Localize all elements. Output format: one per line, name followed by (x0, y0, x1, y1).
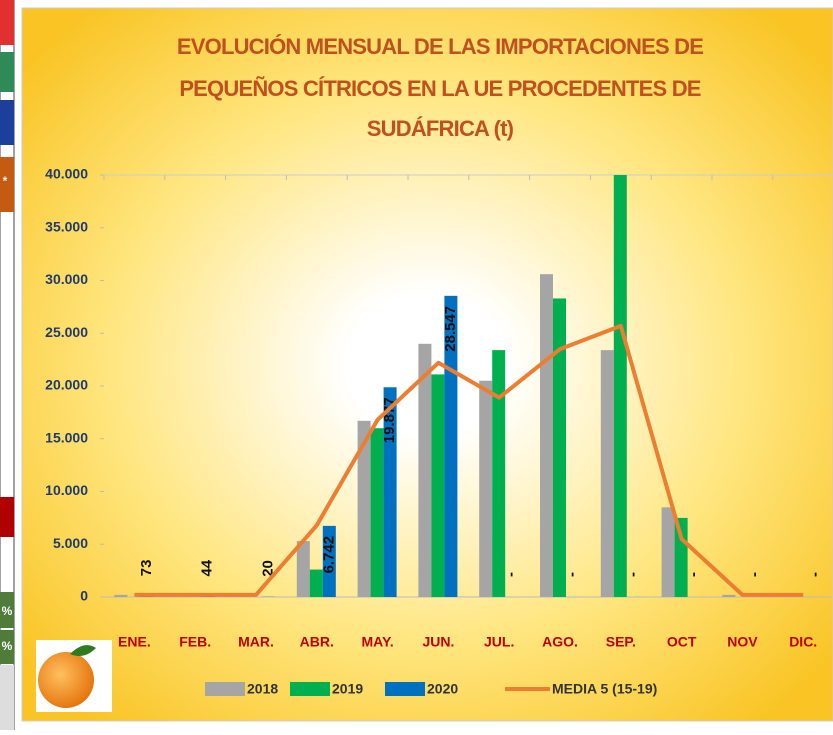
chart-title: EVOLUCIÓN MENSUAL DE LAS IMPORTACIONES D… (177, 34, 703, 59)
cell-text: * (3, 174, 8, 188)
data-label: - (624, 572, 641, 577)
x-tick-label: SEP. (606, 634, 636, 650)
legend-swatch (290, 682, 330, 696)
cell (0, 0, 14, 45)
bar (722, 595, 735, 597)
icon-fruit (38, 652, 94, 708)
x-tick-label: ABR. (300, 634, 334, 650)
x-tick-label: ENE. (118, 634, 151, 650)
legend-swatch (205, 682, 245, 696)
y-tick-label: 20.000 (45, 377, 88, 393)
y-tick-label: 35.000 (45, 218, 88, 234)
y-tick-label: 30.000 (45, 271, 88, 287)
legend-swatch (385, 682, 425, 696)
x-tick-label: JUL. (484, 634, 514, 650)
legend-label: 2019 (332, 681, 363, 697)
data-label: 6.742 (320, 536, 337, 574)
data-label: 44 (199, 559, 216, 576)
bar (540, 274, 553, 597)
chart-title: PEQUEÑOS CÍTRICOS EN LA UE PROCEDENTES D… (179, 76, 700, 101)
bar (601, 350, 614, 597)
cell (0, 52, 14, 92)
bar (675, 518, 688, 597)
bar (479, 381, 492, 597)
cell-text: % (2, 604, 13, 618)
y-tick-label: 15.000 (45, 429, 88, 445)
cell (0, 497, 14, 537)
orange-icon (36, 640, 112, 712)
y-tick-label: 40.000 (45, 166, 88, 182)
sidebar: * % % (0, 0, 14, 730)
y-tick-label: 10.000 (45, 482, 88, 498)
data-label: - (685, 572, 702, 577)
y-tick-label: 0 (80, 588, 88, 604)
legend-label: 2020 (427, 681, 458, 697)
data-label: - (746, 572, 763, 577)
page: {"sidebar": ["*", "%", "%"], "chart_data… (0, 0, 833, 730)
cell-text: % (2, 639, 13, 653)
bar (662, 507, 675, 597)
bar (371, 428, 384, 597)
cell (0, 665, 14, 730)
data-label: - (563, 572, 580, 577)
bar (431, 374, 444, 597)
data-label: - (503, 572, 520, 577)
bar (114, 595, 127, 597)
x-tick-label: MAY. (362, 634, 394, 650)
data-label: 73 (138, 560, 155, 577)
x-tick-label: MAR. (238, 634, 274, 650)
data-label: - (807, 572, 824, 577)
bar (614, 175, 627, 597)
chart-title: SUDÁFRICA (t) (367, 116, 514, 141)
x-tick-label: NOV (727, 634, 758, 650)
legend-label: MEDIA 5 (15-19) (552, 681, 657, 697)
bar (492, 350, 505, 597)
cell (0, 100, 14, 145)
x-tick-label: DIC. (789, 634, 817, 650)
x-tick-label: AGO. (542, 634, 578, 650)
legend-label: 2018 (247, 681, 278, 697)
y-tick-label: 5.000 (53, 535, 88, 551)
data-label: 28.547 (442, 306, 459, 352)
bar (553, 298, 566, 597)
x-tick-label: OCT (667, 634, 697, 650)
chart: * % % EVOLUCIÓN MENSUAL DE LAS IMPORTACI… (0, 0, 833, 730)
x-tick-label: JUN. (422, 634, 454, 650)
x-tick-label: FEB. (179, 634, 211, 650)
y-tick-label: 25.000 (45, 324, 88, 340)
bar (297, 541, 310, 597)
